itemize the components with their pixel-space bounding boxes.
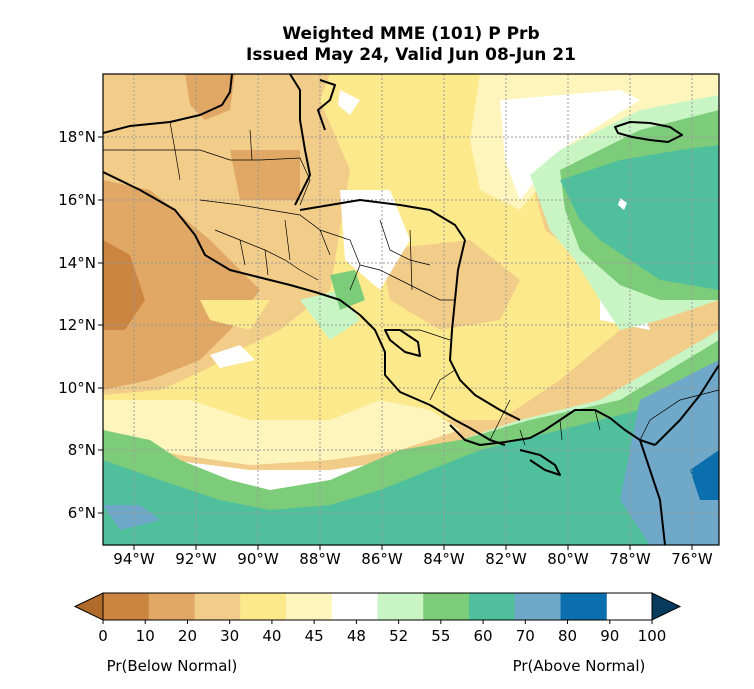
lon-label: 76°W	[671, 550, 713, 568]
lon-label: 84°W	[423, 550, 465, 568]
colorbar-tick-label: 55	[431, 627, 450, 645]
lat-label: 16°N	[58, 191, 96, 209]
colorbar-tick-label: 10	[136, 627, 155, 645]
colorbar-segment	[423, 593, 470, 620]
lat-label: 18°N	[58, 128, 96, 146]
colorbar-segment	[240, 593, 287, 620]
gridlines	[103, 74, 719, 545]
lon-label: 88°W	[299, 550, 341, 568]
probability-map	[103, 74, 719, 545]
colorbar-label-above: Pr(Above Normal)	[513, 657, 646, 675]
colorbar-tick-label: 0	[98, 627, 108, 645]
colorbar-tick-label: 100	[638, 627, 667, 645]
colorbar-extend-high	[651, 592, 682, 621]
colorbar-segment	[286, 593, 333, 620]
lat-label: 12°N	[58, 316, 96, 334]
lon-label: 90°W	[237, 550, 279, 568]
lon-label: 80°W	[547, 550, 589, 568]
lat-label: 8°N	[68, 441, 96, 459]
colorbar-tick-label: 52	[389, 627, 408, 645]
colorbar-segment	[514, 593, 561, 620]
colorbar-tick-label: 40	[262, 627, 281, 645]
colorbar-segment	[469, 593, 516, 620]
lat-label: 6°N	[68, 504, 96, 522]
below-normal-region	[103, 180, 260, 390]
colorbar-tick-label: 48	[347, 627, 366, 645]
colorbar-segment	[377, 593, 424, 620]
lon-label: 78°W	[609, 550, 651, 568]
colorbar-tick-label: 80	[558, 627, 577, 645]
map-frame	[102, 73, 720, 546]
colorbar-tick-label: 30	[220, 627, 239, 645]
lat-label: 14°N	[58, 254, 96, 272]
colorbar-tick-label: 60	[474, 627, 493, 645]
map-title-line1: Weighted MME (101) P Prb	[282, 24, 540, 44]
colorbar-tick-label: 90	[600, 627, 619, 645]
lon-label: 92°W	[175, 550, 217, 568]
colorbar-tick-label: 45	[305, 627, 324, 645]
colorbar-extend-low	[73, 592, 104, 621]
colorbar-outline	[102, 592, 653, 621]
lon-label: 86°W	[361, 550, 403, 568]
coastlines	[103, 74, 719, 545]
colorbar-segment	[194, 593, 241, 620]
colorbar-label-below: Pr(Below Normal)	[107, 657, 238, 675]
colorbar	[73, 592, 682, 621]
lat-label: 10°N	[58, 379, 96, 397]
map-title-line2: Issued May 24, Valid Jun 08-Jun 21	[246, 45, 576, 65]
political-borders	[103, 121, 719, 446]
colorbar-segment	[560, 593, 607, 620]
colorbar-tick-label: 20	[178, 627, 197, 645]
colorbar-segment	[148, 593, 195, 620]
lon-label: 82°W	[485, 550, 527, 568]
colorbar-segment	[331, 593, 378, 620]
colorbar-segment	[103, 593, 150, 620]
colorbar-tick-label: 70	[516, 627, 535, 645]
lon-label: 94°W	[113, 550, 155, 568]
